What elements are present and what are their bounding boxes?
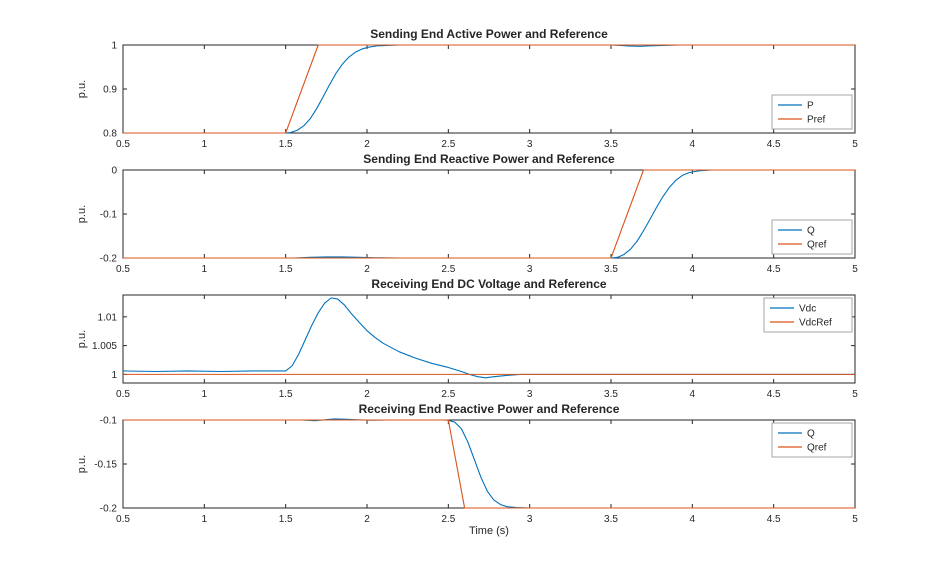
legend: P Pref [771, 94, 853, 130]
subplot-1: Sending End Active Power and Reference 0.… [76, 27, 858, 150]
x-tick-label: 0.5 [116, 264, 130, 275]
x-tick-label: 2 [364, 389, 370, 400]
x-tick-label: 2.5 [441, 139, 455, 150]
x-tick-label: 5 [852, 139, 858, 150]
subplot-3: Receiving End DC Voltage and Reference 0.… [76, 277, 858, 400]
series-line-P [123, 44, 855, 134]
x-tick-label: 3.5 [604, 389, 618, 400]
y-axis-label: p.u. [76, 205, 88, 223]
x-tick-label: 2 [364, 264, 370, 275]
subplot-2: Sending End Reactive Power and Reference… [76, 152, 858, 275]
legend-label-Qref: Qref [807, 240, 827, 251]
axes-box [122, 294, 856, 384]
series-line-Q [123, 418, 855, 509]
legend-label-Vdc: Vdc [799, 304, 816, 315]
x-tick-label: 5 [852, 514, 858, 525]
x-tick-label: 1 [202, 389, 208, 400]
subplot-title: Sending End Reactive Power and Reference [363, 152, 615, 166]
x-tick-label: 1 [202, 264, 208, 275]
x-tick-label: 1.5 [279, 514, 293, 525]
y-tick-label: -0.15 [94, 460, 117, 471]
y-tick-label: 1.005 [92, 341, 117, 352]
x-tick-label: 4 [690, 514, 696, 525]
legend-box [763, 297, 853, 333]
x-axis-label: Time (s) [469, 525, 509, 537]
y-tick-label: 0.9 [103, 85, 117, 96]
x-tick-label: 4.5 [767, 264, 781, 275]
y-tick-label: 1 [111, 370, 117, 381]
x-tick-label: 4 [690, 139, 696, 150]
series-line-Vdc [122, 297, 855, 379]
subplot-4: Receiving End Reactive Power and Referen… [76, 402, 858, 525]
subplot-title: Sending End Active Power and Reference [370, 27, 608, 41]
legend-label-Q: Q [807, 226, 815, 237]
legend-box [771, 422, 853, 458]
legend: Q Qref [771, 422, 853, 458]
subplot-title: Receiving End Reactive Power and Referen… [359, 402, 620, 416]
x-tick-label: 0.5 [116, 514, 130, 525]
axes-box [122, 169, 856, 259]
legend: Vdc VdcRef [763, 297, 853, 333]
series-line-Pref [123, 44, 855, 134]
legend-label-P: P [807, 101, 814, 112]
x-tick-label: 2.5 [441, 389, 455, 400]
x-tick-label: 1 [202, 514, 208, 525]
x-tick-label: 1.5 [279, 264, 293, 275]
y-tick-label: -0.1 [100, 210, 118, 221]
subplot-title: Receiving End DC Voltage and Reference [371, 277, 606, 291]
y-tick-label: 1 [111, 41, 117, 52]
y-tick-label: -0.1 [100, 416, 118, 427]
x-tick-label: 3.5 [604, 514, 618, 525]
x-tick-label: 3 [527, 514, 533, 525]
x-tick-label: 1 [202, 139, 208, 150]
x-tick-label: 4.5 [767, 514, 781, 525]
legend: Q Qref [771, 219, 853, 255]
legend-box [771, 94, 853, 130]
x-tick-label: 4 [690, 264, 696, 275]
x-tick-label: 3 [527, 139, 533, 150]
y-axis-label: p.u. [76, 330, 88, 348]
y-tick-label: 1.01 [98, 312, 118, 323]
y-tick-label: 0 [111, 166, 117, 177]
x-tick-label: 1.5 [279, 389, 293, 400]
axes-box [122, 419, 856, 509]
x-tick-label: 0.5 [116, 389, 130, 400]
y-tick-label: 0.8 [103, 129, 117, 140]
x-tick-label: 3.5 [604, 139, 618, 150]
x-tick-label: 2.5 [441, 514, 455, 525]
x-tick-label: 2 [364, 514, 370, 525]
y-tick-label: -0.2 [100, 504, 118, 515]
y-tick-label: -0.2 [100, 254, 118, 265]
legend-label-Pref: Pref [807, 115, 826, 126]
x-tick-label: 0.5 [116, 139, 130, 150]
y-axis-label: p.u. [76, 80, 88, 98]
y-axis-label: p.u. [76, 455, 88, 473]
x-tick-label: 3.5 [604, 264, 618, 275]
x-tick-label: 3 [527, 389, 533, 400]
x-tick-label: 5 [852, 389, 858, 400]
series-line-Qref [123, 419, 855, 509]
series-line-Qref [123, 169, 855, 259]
x-tick-label: 3 [527, 264, 533, 275]
legend-label-Qref: Qref [807, 443, 827, 454]
x-tick-label: 2.5 [441, 264, 455, 275]
x-tick-label: 1.5 [279, 139, 293, 150]
x-tick-label: 4.5 [767, 139, 781, 150]
x-tick-label: 4.5 [767, 389, 781, 400]
series-line-Q [123, 169, 855, 259]
x-tick-label: 4 [690, 389, 696, 400]
legend-box [771, 219, 853, 255]
x-tick-label: 2 [364, 139, 370, 150]
x-tick-label: 5 [852, 264, 858, 275]
legend-label-Q: Q [807, 429, 815, 440]
legend-label-VdcRef: VdcRef [799, 318, 832, 329]
axes-box [122, 44, 856, 134]
